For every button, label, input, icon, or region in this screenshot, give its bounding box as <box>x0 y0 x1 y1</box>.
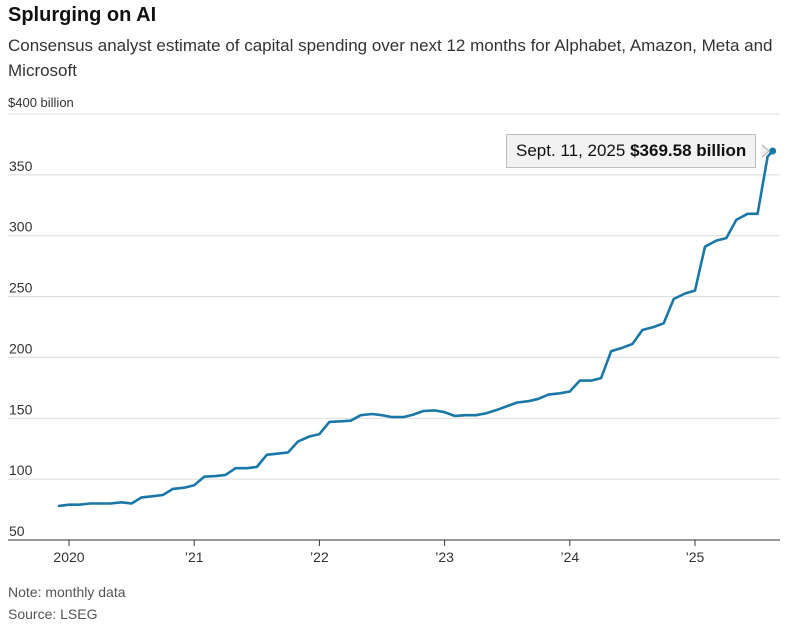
chart-title: Splurging on AI <box>8 4 157 26</box>
callout-pointer-fill <box>761 145 768 157</box>
latest-value-callout: Sept. 11, 2025 $369.58 billion <box>506 134 757 168</box>
y-tick-label-200: 200 <box>9 340 33 356</box>
callout-date: Sept. 11, 2025 <box>516 141 626 160</box>
gridlines <box>8 113 780 480</box>
y-tick-label-350: 350 <box>9 158 33 174</box>
x-tick-label-2024: ’24 <box>560 549 579 565</box>
series-line-0 <box>57 149 774 508</box>
y-tick-label-100: 100 <box>9 462 33 478</box>
x-tick-label-2023: ’23 <box>435 549 454 565</box>
y-tick-label-50: 50 <box>9 523 25 539</box>
y-tick-label-300: 300 <box>9 219 33 235</box>
latest-value-point <box>769 147 777 155</box>
y-axis-unit-label: $400 billion <box>8 95 74 110</box>
x-tick-label-2020: 2020 <box>53 549 84 565</box>
series-layer <box>57 147 777 508</box>
y-tick-label-250: 250 <box>9 280 33 296</box>
x-tick-label-2021: ’21 <box>185 549 204 565</box>
chart-source: Source: LSEG <box>8 606 98 622</box>
x-tick-label-2025: ’25 <box>686 549 705 565</box>
x-tick-label-2022: ’22 <box>310 549 329 565</box>
chart-subtitle: Consensus analyst estimate of capital sp… <box>8 36 773 80</box>
y-axis-ticks: 50 100 150 200 250 300 350 <box>9 158 33 539</box>
chart-note: Note: monthly data <box>8 584 126 600</box>
callout-value: $369.58 billion <box>630 141 747 160</box>
x-axis: 2020 ’21 ’22 ’23 ’24 ’25 <box>8 539 780 565</box>
y-tick-label-150: 150 <box>9 401 33 417</box>
